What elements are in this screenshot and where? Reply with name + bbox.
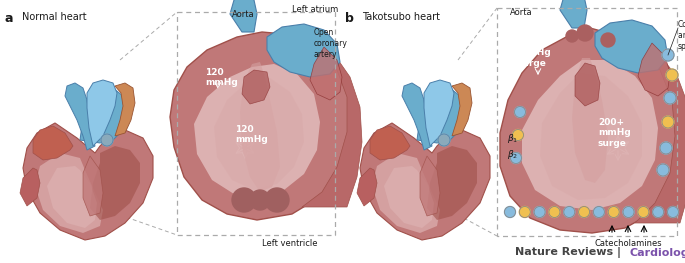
Polygon shape bbox=[65, 83, 95, 150]
Text: b: b bbox=[345, 12, 354, 25]
Polygon shape bbox=[170, 32, 354, 220]
Polygon shape bbox=[310, 47, 342, 100]
Polygon shape bbox=[572, 58, 608, 183]
Polygon shape bbox=[194, 64, 320, 197]
Text: Takotsubo heart: Takotsubo heart bbox=[362, 12, 440, 22]
Polygon shape bbox=[35, 153, 103, 233]
Circle shape bbox=[653, 206, 664, 218]
Circle shape bbox=[549, 206, 560, 218]
Polygon shape bbox=[452, 83, 472, 136]
Polygon shape bbox=[384, 166, 434, 228]
Circle shape bbox=[662, 49, 674, 61]
Polygon shape bbox=[372, 153, 440, 233]
Polygon shape bbox=[357, 168, 377, 206]
Circle shape bbox=[601, 33, 615, 47]
Circle shape bbox=[623, 206, 634, 218]
Polygon shape bbox=[33, 126, 73, 160]
Circle shape bbox=[664, 92, 676, 104]
Text: 200+
mmHg
surge: 200+ mmHg surge bbox=[518, 38, 551, 68]
Polygon shape bbox=[560, 0, 587, 28]
Polygon shape bbox=[638, 43, 670, 96]
Polygon shape bbox=[214, 78, 304, 190]
Text: 200+
mmHg
surge: 200+ mmHg surge bbox=[598, 118, 631, 148]
Circle shape bbox=[662, 116, 674, 128]
Circle shape bbox=[579, 206, 590, 218]
Text: Left ventricle: Left ventricle bbox=[262, 239, 318, 248]
Polygon shape bbox=[540, 73, 642, 200]
Text: Normal heart: Normal heart bbox=[22, 12, 86, 22]
Polygon shape bbox=[575, 63, 600, 106]
Polygon shape bbox=[420, 156, 440, 216]
Circle shape bbox=[534, 206, 545, 218]
Polygon shape bbox=[80, 88, 127, 143]
Text: a: a bbox=[5, 12, 14, 25]
Text: Cardiology: Cardiology bbox=[630, 248, 685, 258]
Polygon shape bbox=[20, 168, 40, 206]
Circle shape bbox=[514, 107, 525, 118]
Polygon shape bbox=[230, 0, 257, 32]
Circle shape bbox=[667, 206, 679, 218]
Circle shape bbox=[638, 206, 649, 218]
Text: Coronary
artery in
spasm: Coronary artery in spasm bbox=[678, 20, 685, 51]
Text: Left atrium: Left atrium bbox=[292, 5, 338, 14]
Polygon shape bbox=[635, 48, 685, 223]
Circle shape bbox=[512, 129, 523, 140]
Polygon shape bbox=[23, 123, 153, 240]
Circle shape bbox=[438, 134, 450, 146]
Polygon shape bbox=[83, 156, 103, 216]
Polygon shape bbox=[500, 28, 685, 233]
Polygon shape bbox=[360, 123, 490, 240]
Polygon shape bbox=[87, 80, 117, 146]
Circle shape bbox=[250, 190, 270, 210]
Polygon shape bbox=[240, 62, 280, 192]
Text: 120
mmHg: 120 mmHg bbox=[205, 68, 238, 87]
Circle shape bbox=[564, 206, 575, 218]
Circle shape bbox=[504, 206, 516, 218]
Circle shape bbox=[577, 25, 593, 41]
Circle shape bbox=[101, 134, 113, 146]
Circle shape bbox=[608, 206, 619, 218]
Polygon shape bbox=[90, 146, 140, 220]
Circle shape bbox=[510, 153, 521, 164]
Text: 120
mmHg: 120 mmHg bbox=[235, 125, 268, 144]
Circle shape bbox=[666, 69, 678, 81]
Polygon shape bbox=[522, 60, 658, 210]
Polygon shape bbox=[424, 80, 454, 146]
Circle shape bbox=[519, 206, 530, 218]
Polygon shape bbox=[242, 70, 270, 104]
Circle shape bbox=[593, 206, 604, 218]
Polygon shape bbox=[370, 126, 410, 160]
Circle shape bbox=[657, 164, 669, 176]
Circle shape bbox=[660, 142, 672, 154]
Circle shape bbox=[566, 30, 578, 42]
Polygon shape bbox=[302, 47, 362, 207]
Polygon shape bbox=[417, 88, 464, 143]
Polygon shape bbox=[402, 83, 432, 150]
Text: Catecholamines: Catecholamines bbox=[594, 239, 662, 248]
Circle shape bbox=[232, 188, 256, 212]
Polygon shape bbox=[267, 24, 340, 77]
Text: Open
coronary
artery: Open coronary artery bbox=[314, 28, 348, 59]
Polygon shape bbox=[427, 146, 477, 220]
Circle shape bbox=[265, 188, 289, 212]
Text: $\beta_1$: $\beta_1$ bbox=[507, 132, 519, 145]
Polygon shape bbox=[47, 166, 97, 228]
Text: Aorta: Aorta bbox=[510, 8, 533, 17]
Text: $\beta_2$: $\beta_2$ bbox=[507, 148, 518, 161]
Text: Aorta: Aorta bbox=[232, 10, 255, 19]
Polygon shape bbox=[115, 83, 135, 136]
Text: Nature Reviews |: Nature Reviews | bbox=[515, 247, 625, 258]
Polygon shape bbox=[595, 20, 668, 73]
